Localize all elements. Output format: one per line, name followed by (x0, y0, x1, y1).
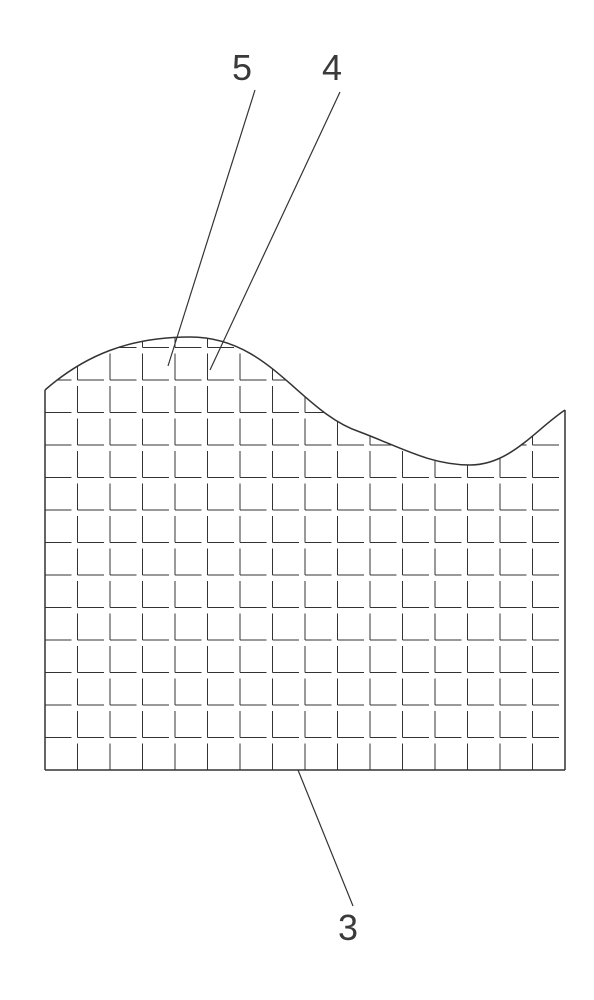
callout-label-5: 5 (232, 47, 252, 88)
grid-region (45, 295, 565, 771)
technical-diagram: 5 4 3 (0, 0, 594, 1000)
leader-line-4 (210, 92, 340, 370)
leader-line-3 (298, 770, 353, 906)
callout-label-4: 4 (322, 47, 342, 88)
leader-line-5 (168, 90, 255, 366)
callout-label-3: 3 (338, 907, 358, 948)
